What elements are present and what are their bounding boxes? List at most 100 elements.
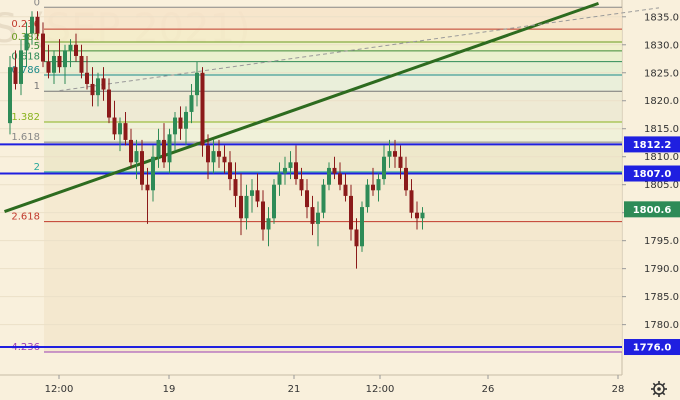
candle-body bbox=[46, 61, 51, 73]
candle-body bbox=[228, 162, 232, 180]
candle-body bbox=[30, 16, 34, 34]
price-tick-label: 1805.0 bbox=[644, 180, 679, 191]
candle-body bbox=[244, 195, 249, 219]
candle-body bbox=[387, 151, 392, 157]
candle-body bbox=[222, 156, 227, 163]
price-tick-label: 1835.0 bbox=[644, 12, 679, 23]
fib-label: 0.786 bbox=[11, 65, 40, 76]
candle-body bbox=[398, 156, 403, 168]
fib-label: 1.618 bbox=[11, 132, 40, 143]
candle-body bbox=[57, 55, 62, 68]
candle-body bbox=[24, 33, 29, 51]
candle-body bbox=[200, 72, 205, 146]
candle-body bbox=[195, 72, 199, 96]
candle-body bbox=[8, 67, 12, 124]
fib-label: 0.5 bbox=[24, 41, 40, 52]
candle-body bbox=[107, 89, 111, 118]
candle-body bbox=[156, 139, 161, 157]
candle-body bbox=[79, 55, 84, 73]
candle-body bbox=[310, 207, 315, 224]
candle-body bbox=[404, 167, 408, 191]
candle-body bbox=[63, 50, 67, 68]
candle-body bbox=[68, 44, 73, 51]
candle-body bbox=[184, 111, 188, 129]
candle-body bbox=[316, 212, 320, 224]
settings-gear-icon[interactable] bbox=[651, 381, 667, 397]
candle-body bbox=[123, 123, 128, 140]
price-tag-box bbox=[624, 136, 680, 153]
candle-body bbox=[173, 117, 177, 135]
candle-body bbox=[140, 151, 144, 185]
candle-body bbox=[178, 117, 183, 129]
candle-body bbox=[239, 195, 243, 219]
candle-body bbox=[41, 33, 45, 62]
candle-body bbox=[327, 167, 331, 185]
candle-body bbox=[162, 139, 166, 163]
candle-body bbox=[409, 190, 414, 213]
candle-body bbox=[382, 156, 386, 180]
candle-body bbox=[167, 134, 172, 163]
candle-body bbox=[112, 117, 117, 135]
price-tick-label: 1780.0 bbox=[644, 320, 679, 331]
time-tick-label: 12:00 bbox=[366, 384, 395, 395]
candle-body bbox=[349, 195, 353, 230]
candle-body bbox=[189, 95, 194, 112]
candle-body bbox=[35, 16, 40, 34]
time-tick-label: 28 bbox=[612, 384, 625, 395]
candle-body bbox=[96, 78, 100, 96]
price-tag-label: 1776.0 bbox=[633, 343, 672, 354]
candle-body bbox=[134, 151, 139, 163]
candle-body bbox=[283, 167, 287, 174]
candle-body bbox=[261, 201, 265, 230]
fib-band bbox=[44, 41, 622, 51]
candle-body bbox=[19, 50, 23, 84]
candle-body bbox=[118, 123, 122, 135]
candle-body bbox=[250, 190, 254, 196]
fib-band bbox=[44, 61, 622, 75]
candle-body bbox=[354, 229, 359, 247]
price-tick-label: 1790.0 bbox=[644, 264, 679, 275]
price-tick-label: 1810.0 bbox=[644, 152, 679, 163]
candle-body bbox=[299, 179, 304, 191]
price-tick-label: 1825.0 bbox=[644, 68, 679, 79]
time-tick-label: 26 bbox=[482, 384, 495, 395]
candle-body bbox=[13, 67, 18, 84]
candle-body bbox=[52, 55, 56, 73]
trendlines bbox=[4, 1, 660, 213]
price-axis-background bbox=[622, 0, 680, 375]
time-tick-label: 19 bbox=[163, 384, 176, 395]
candle-body bbox=[338, 173, 342, 185]
fib-bands bbox=[44, 7, 622, 353]
candle-body bbox=[371, 184, 375, 191]
trendline-solid bbox=[4, 1, 599, 213]
price-tick-label: 1815.0 bbox=[644, 124, 679, 135]
price-tick-label: 1820.0 bbox=[644, 96, 679, 107]
candle-body bbox=[255, 190, 260, 202]
candle-body bbox=[211, 151, 216, 163]
candle-body bbox=[272, 184, 276, 219]
candle-body bbox=[376, 179, 381, 191]
candle-body bbox=[266, 218, 271, 230]
time-axis-background bbox=[0, 375, 680, 400]
candle-body bbox=[151, 156, 155, 191]
candle-body bbox=[85, 72, 89, 84]
price-tick-label: 1830.0 bbox=[644, 40, 679, 51]
candle-body bbox=[393, 151, 397, 157]
price-tick-label: 1785.0 bbox=[644, 292, 679, 303]
candle-body bbox=[101, 78, 106, 90]
candle-body bbox=[74, 44, 78, 56]
price-tick-label: 1795.0 bbox=[644, 236, 679, 247]
fib-band bbox=[44, 7, 622, 30]
price-tag-box bbox=[624, 339, 680, 356]
fib-label: 0.618 bbox=[11, 52, 40, 63]
price-tag-label: 1800.6 bbox=[633, 205, 672, 216]
horizontal-lines bbox=[0, 143, 622, 349]
candle-body bbox=[332, 167, 337, 174]
candle-body bbox=[365, 184, 370, 208]
time-axis: 12:00 19 21 12:00 26 28 bbox=[45, 375, 625, 395]
candles bbox=[8, 11, 425, 269]
time-tick-label: 21 bbox=[288, 384, 301, 395]
price-tag-box bbox=[624, 165, 680, 182]
